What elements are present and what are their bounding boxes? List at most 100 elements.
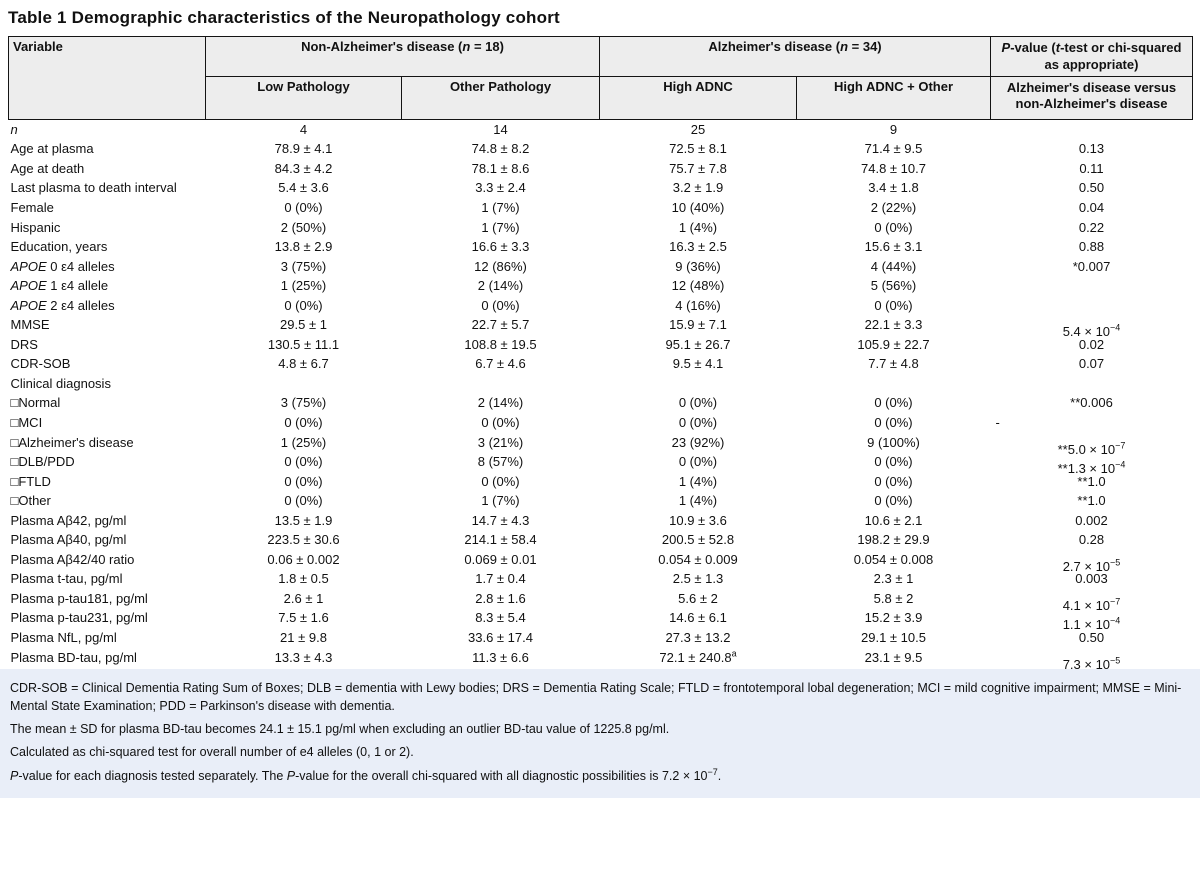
value-cell: 2.3 ± 1 — [873, 571, 914, 587]
value-cell: 2 (50%) — [280, 219, 327, 235]
value-cell — [600, 374, 797, 394]
value-cell: 0 (0%) — [874, 493, 913, 509]
column-header-high-adnc: High ADNC — [599, 75, 797, 120]
table-row: Plasma Aβ42/40 ratio 0.06 ± 0.002 0.069 ± … — [9, 550, 1193, 574]
value-cell: 3.3 ± 2.4 — [475, 180, 526, 196]
value-cell: 1 (4%) — [678, 473, 718, 489]
row-label: Plasma Aβ42/40 ratio — [10, 551, 135, 567]
table-row: CDR-SOB 4.8 ± 6.7 6.7 ± 4.6 9.5 ± 4.1 7.7 ± … — [9, 354, 1193, 374]
table-body: n 4 14 25 9 Age at plasma 78.9 ± 4.1 74.8 ± 8.2… — [9, 119, 1193, 672]
value-cell: 4 (44%) — [870, 258, 917, 274]
value-cell: 1.7 ± 0.4 — [475, 571, 526, 587]
table-row: Clinical diagnosis — [9, 374, 1193, 394]
value-cell: 0.069 ± 0.01 — [464, 551, 537, 567]
column-group-non-alzheimers: Non-Alzheimer's disease (n = 18) — [205, 36, 600, 77]
value-cell: 72.5 ± 8.1 — [669, 141, 727, 157]
value-cell: 5 (56%) — [870, 278, 917, 294]
row-label: □Other — [10, 493, 51, 509]
table-row: DRS 130.5 ± 11.1 108.8 ± 19.5 95.1 ± 26.7 10… — [9, 335, 1193, 355]
value-cell: 5.8 ± 2 — [873, 590, 914, 606]
value-cell: 1 (4%) — [678, 493, 718, 509]
table-row: Age at plasma 78.9 ± 4.1 74.8 ± 8.2 72.5 ± … — [9, 139, 1193, 159]
table-row: Age at death 84.3 ± 4.2 78.1 ± 8.6 75.7 ± 7… — [9, 159, 1193, 179]
pvalue-cell: 4.1 × 10−7 — [1062, 596, 1121, 613]
value-cell: 7.5 ± 1.6 — [278, 610, 329, 626]
row-label: Hispanic — [10, 219, 61, 235]
value-cell: 3 (21%) — [477, 434, 524, 450]
footnote-diagnosis-pvalue: P-value for each diagnosis tested separa… — [10, 766, 722, 783]
value-cell: 0 (0%) — [874, 454, 913, 470]
table-row: Plasma NfL, pg/ml 21 ± 9.8 33.6 ± 17.4 27.3… — [9, 628, 1193, 648]
value-cell: 0 (0%) — [481, 414, 520, 430]
value-cell: 1 (25%) — [280, 278, 327, 294]
value-cell: 71.4 ± 9.5 — [864, 141, 923, 157]
value-cell: 0 (0%) — [481, 297, 520, 313]
row-label: Age at death — [10, 160, 85, 176]
value-cell: 75.7 ± 7.8 — [669, 160, 727, 176]
pvalue-cell: 0.04 — [1078, 199, 1105, 215]
row-label: □FTLD — [10, 473, 51, 489]
pvalue-cell: 0.11 — [1079, 160, 1104, 176]
value-cell: 3.2 ± 1.9 — [672, 180, 724, 196]
row-label: Age at plasma — [10, 141, 94, 157]
value-cell — [402, 374, 600, 394]
value-cell: 4.8 ± 6.7 — [278, 356, 329, 372]
row-label: Clinical diagnosis — [10, 375, 111, 391]
column-group-alzheimers: Alzheimer's disease (n = 34) — [599, 36, 991, 77]
pvalue-cell: 0.88 — [1078, 239, 1105, 255]
footnote-bdtau-outlier: The mean ± SD for plasma BD-tau becomes … — [10, 722, 670, 737]
pvalue-cell: **5.0 × 10−7 — [1057, 440, 1126, 457]
table-row: APOE 1 ε4 allele 1 (25%) 2 (14%) 12 (48%) 5 … — [9, 276, 1193, 296]
row-label: Plasma p-tau231, pg/ml — [10, 610, 148, 626]
row-label: APOE 1 ε4 allele — [10, 278, 109, 294]
pvalue-cell — [991, 276, 1193, 296]
row-label: □DLB/PDD — [10, 454, 75, 470]
value-cell: 10.9 ± 3.6 — [669, 512, 727, 528]
value-cell: 2.5 ± 1.3 — [672, 571, 724, 587]
row-label: DRS — [10, 336, 38, 352]
value-cell: 0 (0%) — [678, 414, 718, 430]
value-cell: 72.1 ± 240.8a — [659, 648, 737, 665]
value-cell: 2.8 ± 1.6 — [475, 590, 526, 606]
pvalue-cell: 1.1 × 10−4 — [1062, 616, 1121, 633]
table-row: Plasma t-tau, pg/ml 1.8 ± 0.5 1.7 ± 0.4 2.5… — [9, 569, 1193, 589]
value-cell: 15.9 ± 7.1 — [669, 317, 727, 333]
value-cell: 14 — [493, 121, 508, 137]
value-cell: 3 (75%) — [280, 258, 327, 274]
value-cell: 8.3 ± 5.4 — [475, 610, 526, 626]
row-label: Plasma t-tau, pg/ml — [10, 571, 123, 587]
value-cell: 9 (36%) — [675, 258, 721, 274]
value-cell: 130.5 ± 11.1 — [267, 336, 340, 352]
table-row: Hispanic 2 (50%) 1 (7%) 1 (4%) 0 (0%) 0.22 — [9, 218, 1193, 238]
pvalue-cell: 0.003 — [1075, 571, 1108, 587]
value-cell: 0 (0%) — [874, 414, 913, 430]
value-cell: 5.6 ± 2 — [678, 590, 718, 606]
table-row: n 4 14 25 9 — [9, 119, 1193, 139]
value-cell: 9 — [889, 121, 898, 137]
value-cell: 13.3 ± 4.3 — [274, 649, 333, 665]
row-label: Female — [10, 199, 54, 215]
value-cell: 1 (25%) — [280, 434, 327, 450]
value-cell: 0.054 ± 0.009 — [658, 551, 738, 567]
value-cell: 0 (0%) — [678, 395, 718, 411]
row-label: Plasma Aβ40, pg/ml — [10, 532, 127, 548]
pvalue-cell: 0.07 — [1078, 356, 1105, 372]
row-label: Last plasma to death interval — [10, 180, 177, 196]
footnote-chi-squared-e4: Calculated as chi-squared test for overa… — [10, 745, 414, 760]
value-cell: 223.5 ± 30.6 — [267, 532, 340, 548]
value-cell: 0 (0%) — [874, 473, 913, 489]
value-cell — [797, 374, 991, 394]
row-label: MMSE — [10, 317, 50, 333]
value-cell: 0.06 ± 0.002 — [267, 551, 340, 567]
value-cell: 0 (0%) — [874, 219, 913, 235]
row-label: APOE 2 ε4 alleles — [10, 297, 115, 313]
value-cell: 84.3 ± 4.2 — [274, 160, 333, 176]
pvalue-cell — [991, 119, 1193, 139]
value-cell: 15.2 ± 3.9 — [864, 610, 923, 626]
table-row: □Normal 3 (75%) 2 (14%) 0 (0%) 0 (0%) **0.006 — [9, 393, 1193, 413]
value-cell: 0 (0%) — [284, 297, 323, 313]
demographics-table: Variable Non-Alzheimer's disease (n = 18… — [8, 36, 1193, 672]
value-cell: 11.3 ± 6.6 — [472, 649, 529, 665]
value-cell: 0 (0%) — [284, 473, 323, 489]
